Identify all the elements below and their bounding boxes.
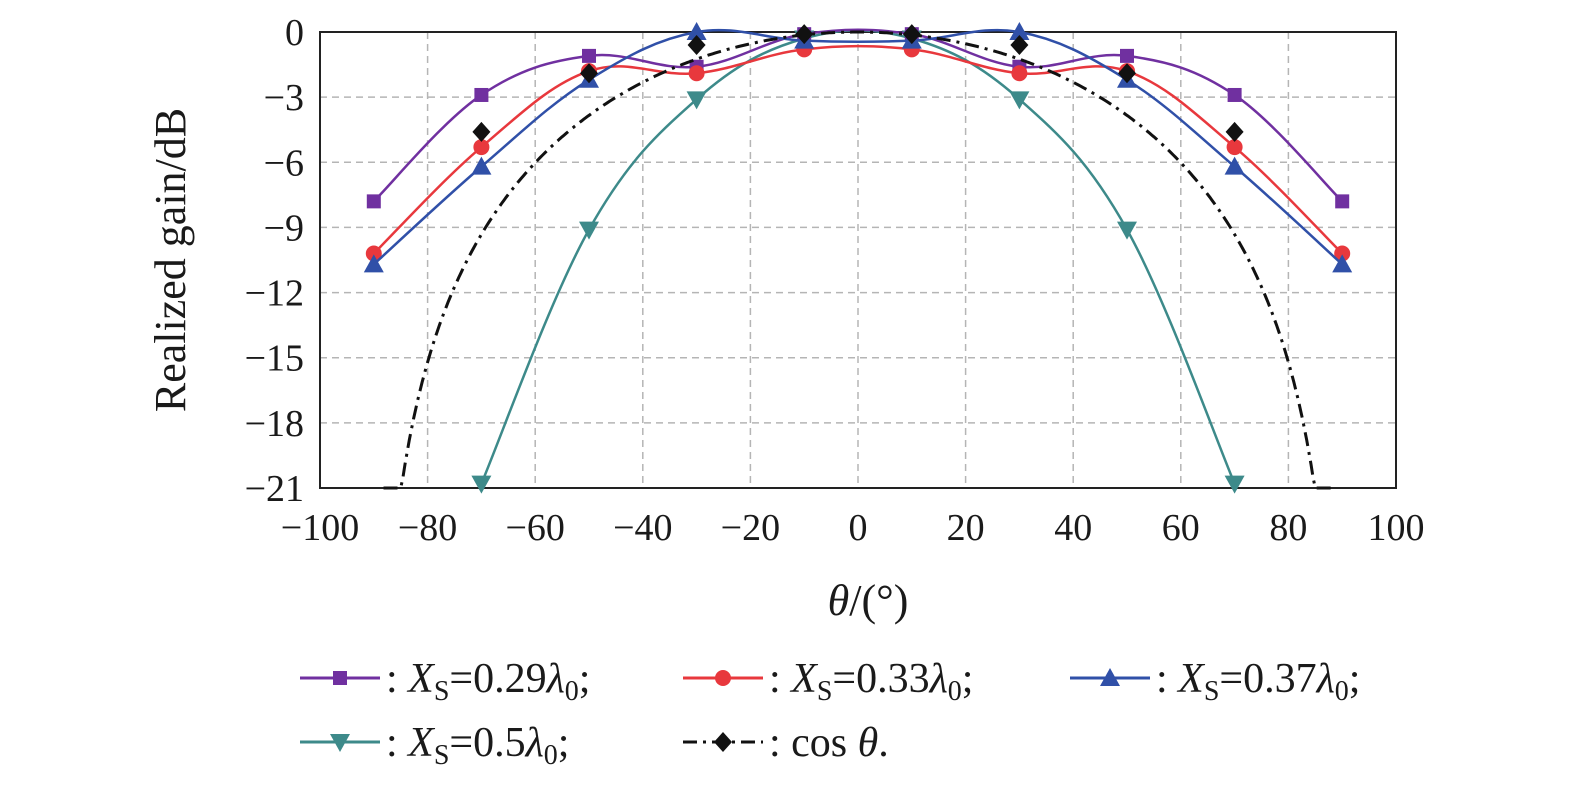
legend-label: : XS=0.29λ0;	[386, 656, 590, 707]
data-point	[1009, 91, 1030, 110]
data-point	[1335, 194, 1350, 209]
data-point	[1117, 221, 1137, 240]
y-tick-label: −18	[245, 403, 304, 445]
data-point	[363, 254, 384, 273]
data-point	[1009, 22, 1030, 40]
data-point	[1010, 35, 1029, 56]
data-point	[902, 24, 921, 45]
legend-marker	[1100, 668, 1120, 686]
data-point	[687, 35, 706, 56]
grid	[320, 32, 1396, 488]
y-tick-label: −12	[245, 273, 304, 315]
x-axis-label: θ/(°)	[828, 576, 909, 625]
data-point	[795, 24, 814, 45]
legend-item: : XS=0.5λ0;	[300, 720, 569, 771]
series-line	[372, 44, 1344, 255]
legend-item: : XS=0.29λ0;	[300, 656, 590, 707]
x-tick-label: 80	[1269, 507, 1307, 549]
data-point	[1334, 245, 1351, 262]
series-line	[372, 28, 1344, 203]
y-axis-label: Realized gain/dB	[146, 108, 195, 412]
data-point	[688, 65, 705, 82]
data-point	[1224, 475, 1245, 494]
data-point	[1011, 65, 1028, 82]
legend-label: : cos θ.	[769, 720, 889, 766]
x-tick-label: 20	[947, 507, 985, 549]
x-tick-label: −20	[721, 507, 780, 549]
data-point	[471, 156, 492, 175]
data-point	[366, 194, 381, 209]
x-tick-label: 40	[1054, 507, 1092, 549]
y-tick-label: −21	[245, 468, 304, 510]
series-4	[383, 24, 1333, 490]
series-layer	[363, 22, 1353, 494]
x-tick-label: −80	[398, 507, 457, 549]
legend-label: : XS=0.33λ0;	[769, 656, 973, 707]
data-point	[686, 91, 707, 110]
legend-marker	[714, 732, 732, 752]
data-point	[686, 22, 707, 40]
data-point	[1226, 139, 1243, 156]
series-line-cos	[383, 30, 1333, 490]
x-tick-label: −40	[613, 507, 672, 549]
data-point	[365, 245, 382, 262]
legend-marker	[715, 670, 731, 686]
legend-item: : XS=0.33λ0;	[683, 656, 973, 707]
legend-marker	[333, 671, 347, 685]
data-point	[471, 475, 492, 494]
y-tick-label: 0	[285, 12, 304, 54]
data-point	[472, 121, 491, 142]
data-point	[1224, 156, 1245, 175]
series-line	[372, 28, 1344, 266]
x-tick-label: 0	[849, 507, 868, 549]
data-point	[1120, 48, 1134, 63]
data-point	[474, 87, 489, 102]
data-point	[473, 139, 490, 156]
data-point	[1227, 87, 1242, 102]
x-tick-label: −60	[505, 507, 564, 549]
x-tick-label: 60	[1162, 507, 1200, 549]
legend: : XS=0.29λ0; : XS=0.33λ0; : XS=0.37λ0; : XS…	[300, 656, 1360, 771]
legend-item: : XS=0.37λ0;	[1070, 656, 1360, 707]
y-tick-label: −9	[264, 207, 304, 249]
x-tick-label: −100	[281, 507, 359, 549]
data-point	[1225, 121, 1244, 142]
data-point	[579, 221, 599, 240]
x-tick-label: 100	[1368, 507, 1425, 549]
y-tick-label: −3	[264, 77, 304, 119]
legend-marker	[330, 734, 350, 752]
data-point	[1332, 254, 1353, 273]
tick-labels: −100 −80 −60 −40 −20 0 20 40 60 80 100 0 −3 −6 −9 −12 −1…	[245, 12, 1425, 549]
y-tick-label: −6	[264, 142, 304, 184]
data-point	[1118, 63, 1136, 84]
data-point	[580, 63, 598, 84]
legend-item: : cos θ.	[683, 720, 889, 766]
legend-label: : XS=0.5λ0;	[386, 720, 569, 771]
y-tick-label: −15	[245, 338, 304, 380]
data-point	[582, 48, 596, 63]
legend-label: : XS=0.37λ0;	[1156, 656, 1360, 707]
